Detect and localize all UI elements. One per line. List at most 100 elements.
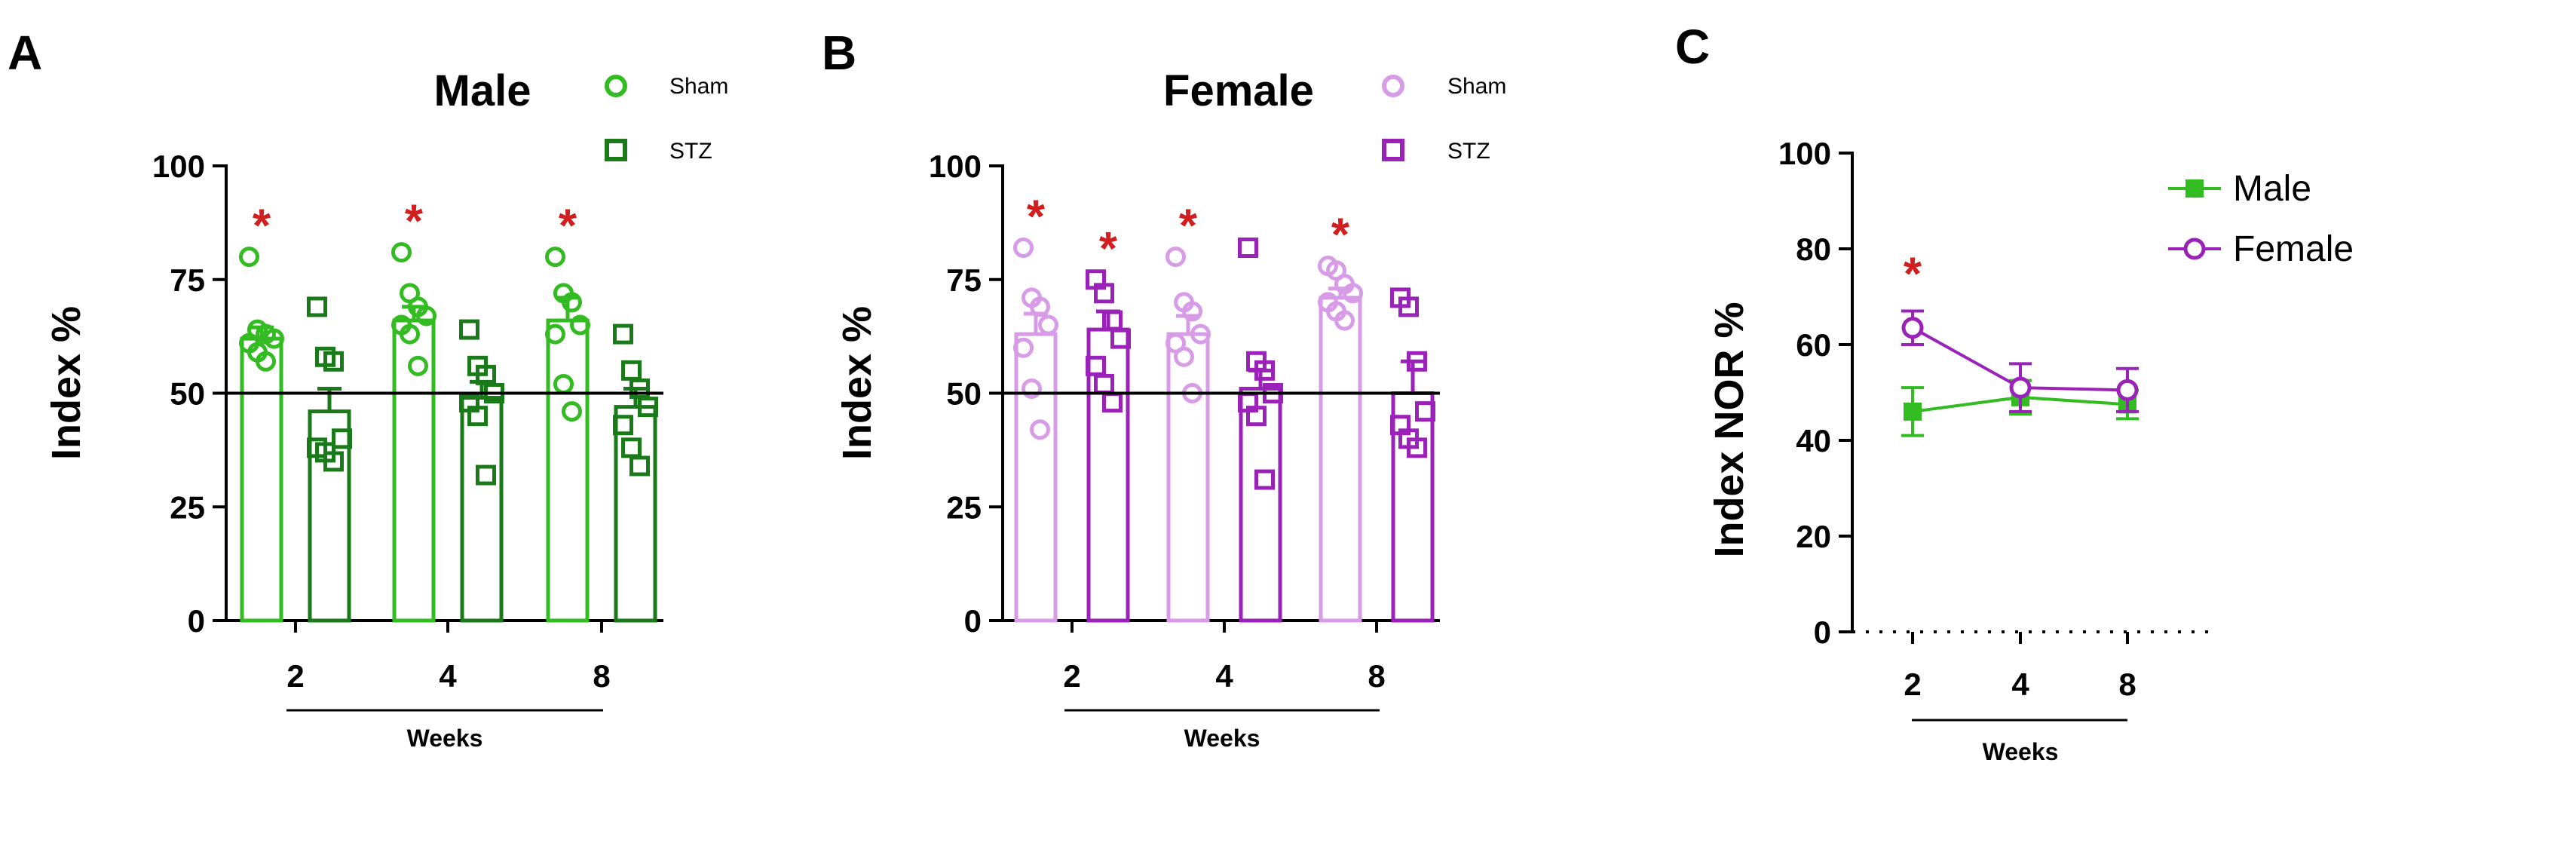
panel-a-xtick: 8 [593,658,610,694]
panel-c-point-female [1901,317,1924,339]
panel-b-y-axis-label: Index % [835,306,880,460]
panel-a-data-point [264,328,284,349]
panel-c-letter: C [1675,20,1710,74]
panel-b-bar-stz-week-8 [1391,391,1435,623]
panel-a-data-point [332,428,352,449]
panel-a-data-point [613,323,633,345]
panel-a-data-point [400,323,420,345]
panel-b-ytick: 75 [946,262,982,298]
panel-a-data-point [570,314,590,336]
panel-a-significance-star: * [559,201,577,253]
panel-a-bar-stz-week-4 [460,396,504,623]
panel-b-bar-sham-week-4 [1166,332,1210,623]
panel-a-data-point [545,323,565,345]
panel-b-significance-star: * [1331,210,1350,262]
panel-b-data-point [1415,401,1435,422]
panel-a-data-point [638,397,658,418]
panel-b-data-point [1343,283,1363,304]
panel-a-ytick: 25 [170,489,205,525]
panel-a-ytick: 75 [170,262,205,298]
legend-stz-square-icon [605,139,627,161]
panel-b-legend: Sham STZ [1382,74,1506,164]
panel-c-x-axis-label: Weeks [1983,738,2059,765]
panel-a: A Male Index % 0 25 50 75 100 2 4 8 Week… [8,26,728,752]
panel-b-data-point [1407,437,1427,458]
panel-a-data-point [323,351,344,372]
panel-b-data-point [1038,314,1058,336]
panel-c-legend: Male Female [2168,169,2354,269]
legend-female-circle-icon [2183,238,2206,260]
panel-a-ytick: 100 [152,149,205,184]
panel-b-data-point [1094,283,1114,304]
panel-b-data-point [1013,238,1034,259]
panel-c-y-ticks: 0 20 40 60 80 100 [1778,136,1831,650]
panel-a-data-point [307,296,327,317]
panel-a-x-ticks: 2 4 8 [286,658,610,694]
panel-b-data-point [1182,301,1202,322]
panel-b-ytick: 50 [946,376,982,412]
panel-a-data-point [416,305,436,326]
panel-c-plot: * [1839,152,2215,644]
panel-c-point-male [1904,402,1922,421]
panel-c-x-ticks: 2 4 8 [1904,667,2136,702]
legend-male-label: Male [2233,169,2311,209]
panel-a-legend: Sham STZ [605,74,728,164]
legend-sham-circle-icon [605,75,627,97]
panel-b-data-point [1174,346,1194,367]
panel-c-ytick: 60 [1796,327,1831,363]
panel-c-point-female [2116,379,2139,401]
panel-b-data-point [1238,238,1258,259]
legend-stz-label: STZ [1447,139,1490,164]
panel-b-xtick: 8 [1368,658,1385,694]
panel-a-ytick: 50 [170,376,205,412]
panel-b-data-point [1254,360,1275,381]
panel-b-ytick: 0 [964,603,982,639]
panel-b-data-point [1102,392,1123,413]
panel-b-significance-star: * [1179,201,1198,253]
panel-a-data-point [467,406,488,427]
panel-b-plot: * * * * [989,164,1440,633]
panel-a-significance-star: * [253,201,271,253]
panel-a-y-axis-label: Index % [44,306,89,460]
panel-b-data-point [1190,323,1211,345]
panel-a-data-point [408,355,428,376]
panel-a-data-point [545,247,565,268]
panel-c-ytick: 20 [1796,519,1831,554]
panel-b-y-ticks: 0 25 50 75 100 [929,149,982,639]
panel-a-data-point [629,455,650,477]
legend-sham-label: Sham [1447,74,1506,99]
panel-a-title: Male [434,66,531,115]
legend-stz-label: STZ [669,139,712,164]
panel-b-significance-star: * [1099,223,1118,275]
panel-a-data-point [459,319,479,340]
panel-b-data-point [1398,296,1419,317]
panel-a-data-point [553,373,574,394]
panel-b-letter: B [822,26,856,80]
panel-c-xtick: 4 [2011,667,2029,702]
panel-b-data-point [1013,337,1034,358]
panel-a-data-point [562,292,582,313]
panel-b-x-axis-label: Weeks [1184,725,1260,752]
panel-a-data-point [256,351,276,372]
panel-b-data-point [1022,378,1042,399]
panel-a-data-point [613,415,633,436]
legend-sham-label: Sham [669,74,728,99]
panel-b-data-point [1094,373,1114,394]
panel-a-data-point [323,451,344,472]
panel-a-plot: * * * [213,164,663,633]
panel-a-y-ticks: 0 25 50 75 100 [152,149,205,639]
panel-c-ytick: 40 [1796,423,1831,458]
panel-c-xtick: 8 [2118,667,2136,702]
panel-a-bar-sham-week-8 [546,318,590,623]
panel-a-data-point [562,401,582,422]
panel-b-data-point [1407,351,1427,372]
panel-b-data-point [1110,328,1131,349]
panel-a-x-axis-label: Weeks [407,725,483,752]
panel-c-y-axis-label: Index NOR % [1707,302,1752,557]
panel-b-significance-star: * [1027,192,1046,244]
panel-b-title: Female [1163,66,1314,115]
legend-female-label: Female [2233,229,2354,269]
panel-b-data-point [1334,310,1355,331]
panel-b-data-point [1030,419,1050,440]
